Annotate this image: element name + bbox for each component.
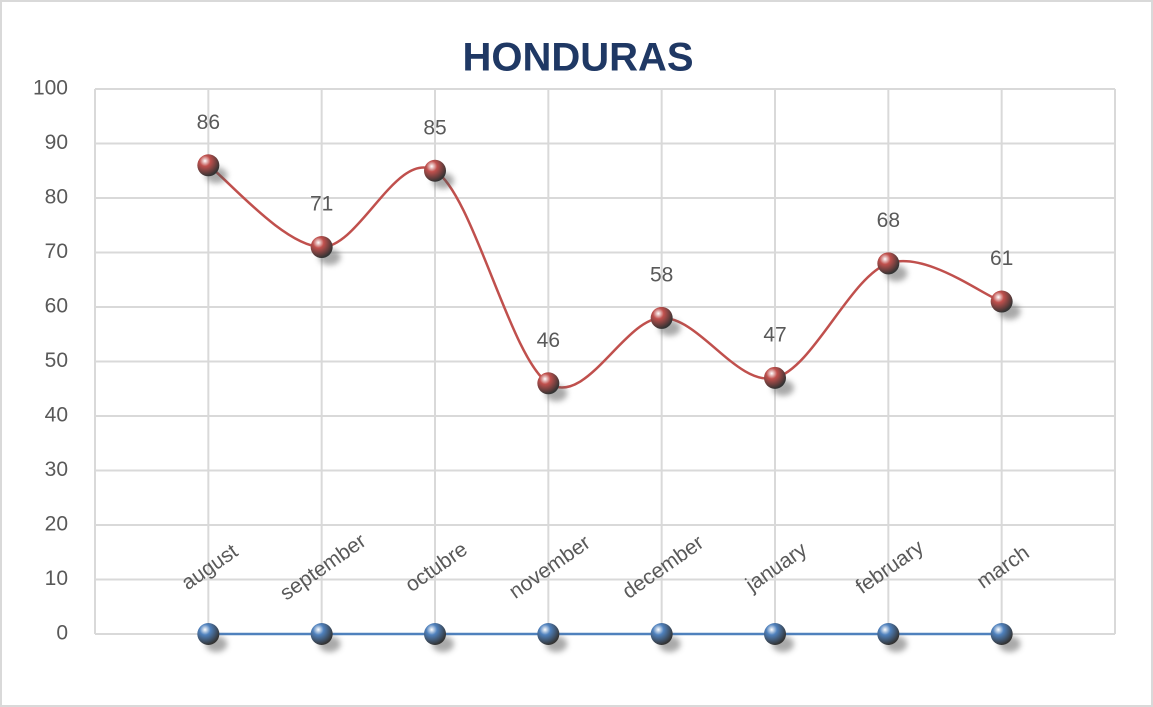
data-label: 46 xyxy=(537,329,560,352)
marker xyxy=(197,623,220,645)
marker xyxy=(537,372,560,395)
marker xyxy=(990,623,1013,645)
y-tick-label: 100 xyxy=(33,77,68,100)
y-tick-label: 80 xyxy=(45,186,68,209)
marker xyxy=(424,159,446,182)
marker xyxy=(310,236,333,259)
marker xyxy=(650,306,673,329)
series-line xyxy=(207,164,1003,389)
y-tick-label: 70 xyxy=(45,240,68,263)
data-label: 47 xyxy=(763,323,786,346)
data-label: 86 xyxy=(197,111,220,134)
data-label: 85 xyxy=(423,116,446,139)
marker xyxy=(764,623,786,645)
marker xyxy=(877,252,900,275)
y-tick-label: 30 xyxy=(45,458,68,481)
marker xyxy=(764,366,786,389)
y-tick-label: 0 xyxy=(56,622,68,645)
data-label: 71 xyxy=(310,193,333,216)
marker xyxy=(877,623,900,645)
data-label: 68 xyxy=(877,209,900,232)
y-tick-label: 20 xyxy=(45,513,68,536)
marker xyxy=(197,154,220,177)
marker xyxy=(424,623,446,645)
y-tick-label: 40 xyxy=(45,404,68,427)
y-tick-label: 60 xyxy=(45,295,68,318)
data-label: 61 xyxy=(990,247,1013,270)
chart-title: HONDURAS xyxy=(462,36,693,80)
data-label: 58 xyxy=(650,263,673,286)
marker xyxy=(990,290,1013,313)
marker xyxy=(537,623,560,645)
marker xyxy=(310,623,333,645)
marker xyxy=(650,623,673,645)
y-tick-label: 90 xyxy=(45,131,68,154)
y-tick-label: 10 xyxy=(45,567,68,590)
y-tick-label: 50 xyxy=(45,349,68,372)
